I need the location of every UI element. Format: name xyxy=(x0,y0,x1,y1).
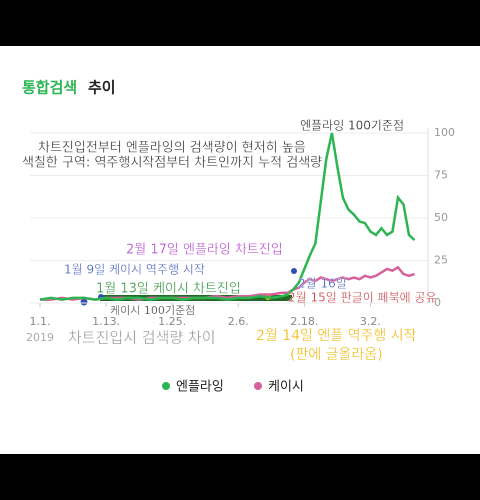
legend-label: 엔플라잉 xyxy=(176,380,224,395)
legend-marker xyxy=(162,382,170,390)
legend-label: 케이시 xyxy=(268,380,304,395)
title: 추이 xyxy=(88,79,116,97)
title: 통합검색 xyxy=(22,79,77,97)
annotation: 엔플라잉 100기준점 xyxy=(300,119,404,133)
marker xyxy=(80,298,88,306)
x-year: 2019 xyxy=(26,331,54,344)
panel xyxy=(0,46,480,454)
annotation: 케이시 100기준점 xyxy=(110,304,195,317)
y-tick-label: 75 xyxy=(434,169,448,182)
y-tick-label: 50 xyxy=(434,211,448,224)
annotation: 1월 9일 케이시 역주행 시작 xyxy=(64,262,205,277)
x-tick-label: 3.2. xyxy=(360,315,381,328)
y-tick-label: 25 xyxy=(434,254,448,267)
y-tick-label: 0 xyxy=(434,296,441,309)
x-tick-label: 1.1. xyxy=(30,315,51,328)
x-tick-label: 2.18. xyxy=(290,315,318,328)
x-tick-label: 1.25. xyxy=(158,315,186,328)
legend-marker xyxy=(254,382,262,390)
annotation: 색칠한 구역: 역주행시작점부터 차트인까지 누적 검색량 xyxy=(22,155,322,171)
annotation: 2월 14일 엔플 역주행 시작 xyxy=(256,328,417,344)
annotation: 차트진입시 검색량 차이 xyxy=(68,329,216,347)
annotation: 2월 17일 엔플라잉 차트진입 xyxy=(126,243,283,258)
annotation: 차트진입전부터 엔플라잉의 검색량이 현저히 높음 xyxy=(38,141,306,156)
series-line xyxy=(39,132,416,301)
y-tick-label: 100 xyxy=(434,126,455,139)
marker xyxy=(291,268,297,274)
annotation: 2월 15일 판글이 페북에 공유 xyxy=(288,291,437,305)
annotation: 1월 13일 케이시 차트진입 xyxy=(96,282,241,297)
annotation: (판에 글올라옴) xyxy=(290,347,383,363)
x-tick-label: 1.13. xyxy=(92,315,120,328)
x-tick-label: 2.6. xyxy=(228,315,249,328)
annotation: 2월 16일 xyxy=(298,277,347,291)
